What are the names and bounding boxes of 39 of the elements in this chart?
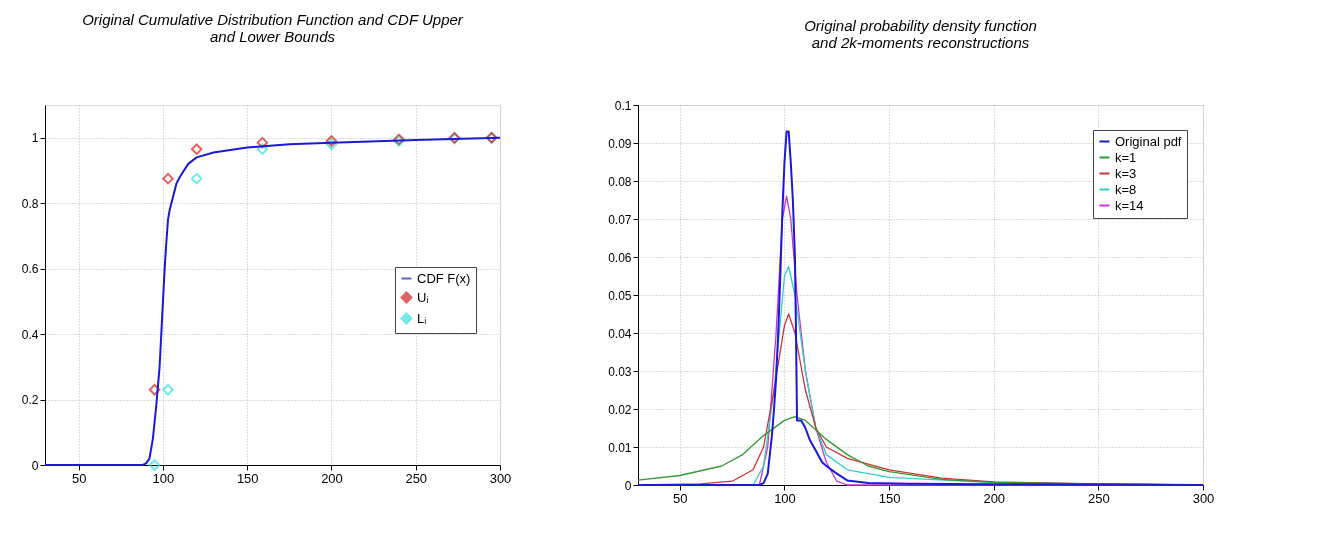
- legend-label: k=14: [1115, 197, 1144, 213]
- x-tick-label: 100: [152, 470, 175, 486]
- legend-label: Uᵢ: [417, 289, 429, 305]
- y-tick-label: 0.05: [608, 288, 632, 303]
- chart-title: Original Cumulative Distribution Function and CDF Upper and Lower Bounds: [82, 11, 464, 45]
- y-tick-label: 0.1: [614, 98, 632, 113]
- x-tick-label: 300: [1192, 490, 1215, 506]
- y-tick-label: 0.01: [608, 440, 632, 455]
- legend-label: k=3: [1115, 165, 1137, 181]
- legend-label: Lᵢ: [417, 310, 427, 326]
- x-tick-label: 150: [236, 470, 259, 486]
- x-tick-label: 200: [321, 470, 343, 486]
- x-tick-label: 100: [774, 490, 796, 506]
- legend-label: k=8: [1115, 181, 1137, 197]
- y-tick-label: 0.4: [21, 327, 39, 342]
- y-tick-label: 0.02: [608, 402, 632, 417]
- y-tick-label: 0.07: [608, 212, 632, 227]
- y-tick-label: 0.04: [608, 326, 632, 341]
- x-tick-label: 150: [878, 490, 901, 506]
- legend-label: k=1: [1115, 149, 1137, 165]
- legend-label: Original pdf: [1115, 133, 1182, 149]
- x-tick-label: 200: [983, 490, 1006, 506]
- y-tick-label: 0.8: [21, 196, 39, 211]
- x-tick-label: 50: [71, 470, 87, 486]
- y-tick-label: 0.08: [608, 174, 632, 189]
- x-tick-label: 50: [673, 490, 688, 506]
- y-tick-label: 0.03: [608, 364, 632, 379]
- legend-label: CDF F(x): [417, 270, 471, 286]
- y-tick-label: 0.2: [21, 393, 39, 408]
- y-tick-label: 0: [624, 478, 632, 493]
- x-tick-label: 300: [489, 470, 512, 486]
- y-tick-label: 0: [31, 458, 39, 473]
- y-tick-label: 1: [31, 131, 39, 146]
- x-tick-label: 250: [405, 470, 428, 486]
- chart-title: Original probability density function and 2k-moments reconstructions: [804, 17, 1037, 51]
- y-tick-label: 0.6: [21, 262, 39, 277]
- x-tick-label: 250: [1088, 490, 1110, 506]
- y-tick-label: 0.06: [608, 250, 632, 265]
- y-tick-label: 0.09: [608, 136, 632, 151]
